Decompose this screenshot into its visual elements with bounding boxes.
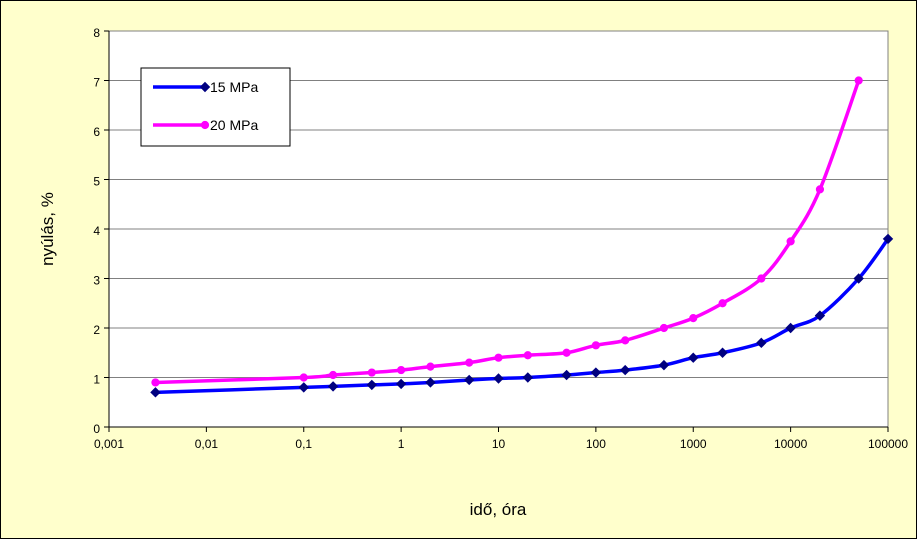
data-point-15-mpa <box>395 378 407 390</box>
series-layer <box>150 76 894 398</box>
data-point-20-mpa <box>523 351 532 360</box>
data-point-15-mpa <box>785 322 796 334</box>
series-15-mpa <box>150 233 894 398</box>
data-point-15-mpa <box>522 372 534 383</box>
data-point-15-mpa <box>590 367 602 378</box>
data-point-15-mpa <box>814 310 826 321</box>
data-point-20-mpa <box>465 358 474 367</box>
legend: 15 MPa 20 MPa <box>140 67 291 147</box>
data-point-15-mpa <box>853 273 864 284</box>
data-point-15-mpa <box>463 374 475 386</box>
data-point-20-mpa <box>815 185 825 194</box>
x-axis-title: idő, óra <box>470 500 527 519</box>
data-point-15-mpa <box>756 337 767 349</box>
grid-lines <box>109 30 888 378</box>
data-point-20-mpa <box>689 314 698 323</box>
legend-entry-20-mpa: 20 MPa <box>153 117 258 133</box>
data-point-15-mpa <box>561 369 572 381</box>
data-point-20-mpa <box>562 348 571 357</box>
data-point-20-mpa <box>786 237 795 246</box>
legend-label-20-mpa: 20 MPa <box>210 117 258 133</box>
data-point-20-mpa <box>621 336 630 345</box>
axes <box>104 30 889 432</box>
data-point-15-mpa <box>717 347 728 358</box>
y-axis-title: nyúlás, % <box>38 192 57 266</box>
x-tick-label: 10000 <box>774 437 808 451</box>
y-tick-label: 1 <box>93 373 100 387</box>
series-line-15-mpa <box>155 237 890 395</box>
data-point-20-mpa <box>426 362 435 371</box>
data-point-20-mpa <box>367 368 376 377</box>
data-point-15-mpa <box>150 387 161 398</box>
x-tick-label: 0,01 <box>195 437 219 451</box>
series-20-mpa <box>151 76 863 387</box>
y-tick-label: 0 <box>93 422 100 436</box>
data-point-20-mpa <box>494 353 503 362</box>
x-tick-label: 100 <box>586 437 606 451</box>
data-point-15-mpa <box>658 359 670 371</box>
data-point-15-mpa <box>688 352 699 363</box>
y-tick-label: 8 <box>93 26 100 40</box>
x-tick-label: 0,1 <box>295 437 312 451</box>
data-point-15-mpa <box>327 381 339 392</box>
y-tick-label: 3 <box>93 274 100 288</box>
y-tick-label: 6 <box>93 125 100 139</box>
legend-entry-15-mpa: 15 MPa <box>153 79 258 95</box>
data-point-15-mpa <box>298 382 309 393</box>
data-point-20-mpa <box>328 370 338 380</box>
y-tick-label: 5 <box>93 175 100 189</box>
y-tick-label: 7 <box>93 76 100 90</box>
y-tick-label: 2 <box>93 323 100 337</box>
legend-box <box>140 67 291 147</box>
x-tick-label: 100000 <box>868 437 908 451</box>
data-point-20-mpa <box>151 378 160 387</box>
data-point-20-mpa <box>397 365 406 375</box>
legend-marker-20-mpa <box>200 120 210 130</box>
data-point-15-mpa <box>493 373 504 384</box>
data-point-20-mpa <box>591 341 600 350</box>
data-point-15-mpa <box>882 233 894 245</box>
legend-marker-15-mpa <box>199 81 211 93</box>
data-point-20-mpa <box>757 274 766 283</box>
y-tick-label: 4 <box>93 224 100 238</box>
x-tick-label: 0,001 <box>94 437 124 451</box>
data-point-15-mpa <box>425 377 436 388</box>
tick-labels: 0 1 2 3 4 5 6 7 8 0,001 0,01 0,1 1 10 100 1000 10000 1000… <box>93 26 908 451</box>
legend-label-15-mpa: 15 MPa <box>210 79 258 95</box>
x-tick-label: 1000 <box>680 437 707 451</box>
x-tick-label: 1 <box>398 437 405 451</box>
data-point-20-mpa <box>854 76 863 85</box>
data-point-20-mpa <box>299 373 308 382</box>
data-point-20-mpa <box>718 299 727 308</box>
data-point-15-mpa <box>619 364 631 376</box>
data-point-15-mpa <box>366 379 378 391</box>
data-point-20-mpa <box>659 323 669 333</box>
x-tick-label: 10 <box>492 437 506 451</box>
